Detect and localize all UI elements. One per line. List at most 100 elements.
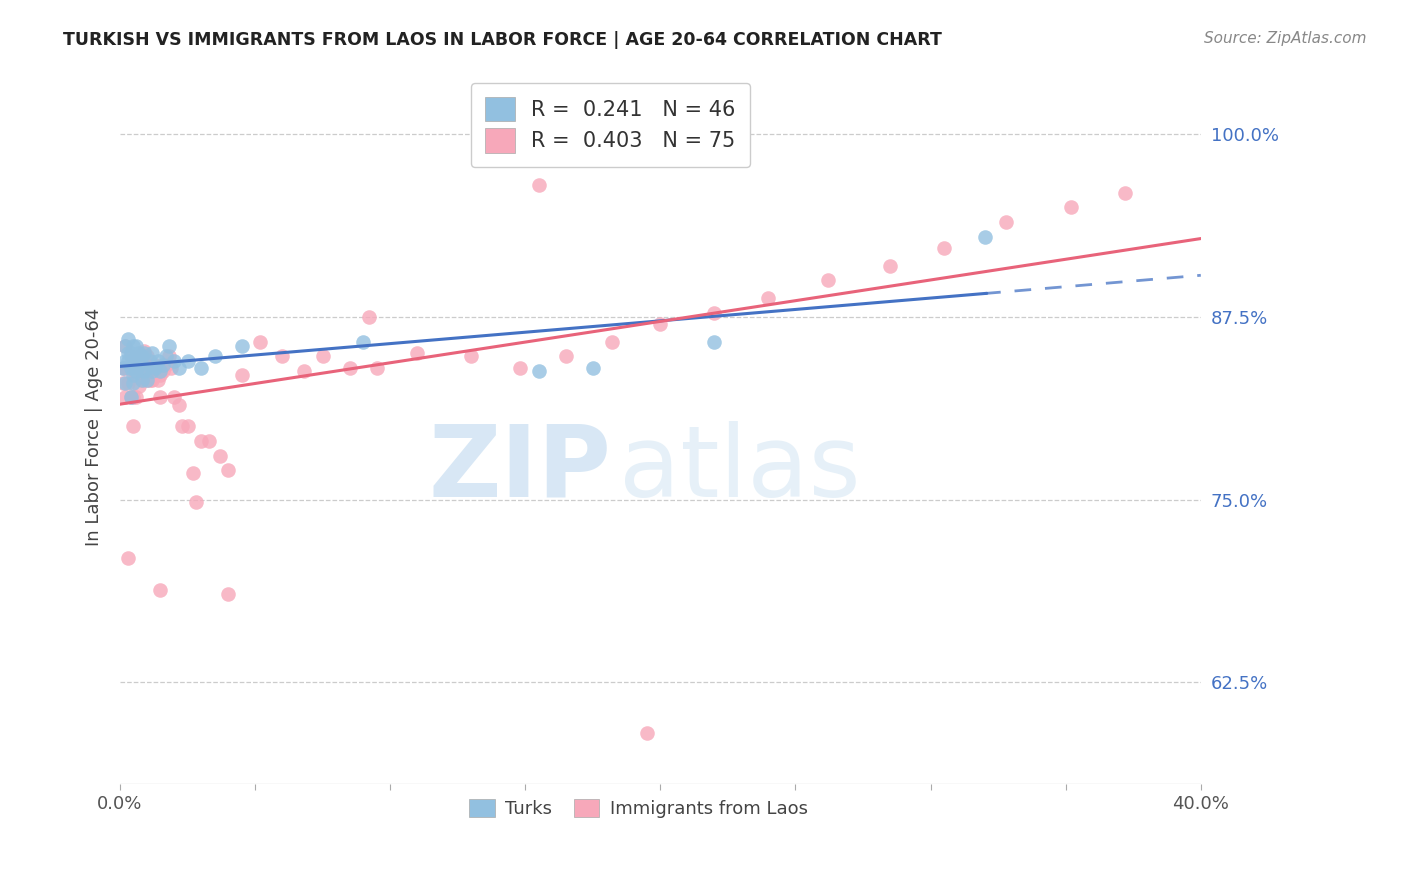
Point	[136, 373, 159, 387]
Point	[879, 259, 901, 273]
Point	[208, 449, 231, 463]
Point	[143, 368, 166, 383]
Point	[231, 339, 253, 353]
Point	[198, 434, 221, 448]
Point	[131, 373, 153, 387]
Point	[128, 378, 150, 392]
Text: Source: ZipAtlas.com: Source: ZipAtlas.com	[1204, 31, 1367, 46]
Point	[231, 368, 253, 383]
Point	[339, 361, 361, 376]
Point	[527, 364, 550, 378]
Point	[122, 339, 145, 353]
Point	[184, 495, 207, 509]
Point	[995, 215, 1018, 229]
Point	[114, 390, 136, 404]
Point	[352, 334, 374, 349]
Point	[155, 349, 177, 363]
Point	[169, 361, 191, 376]
Point	[271, 349, 294, 363]
Point	[311, 349, 333, 363]
Point	[149, 583, 172, 598]
Point	[163, 390, 186, 404]
Point	[120, 349, 142, 363]
Point	[111, 361, 134, 376]
Point	[122, 364, 145, 378]
Y-axis label: In Labor Force | Age 20-64: In Labor Force | Age 20-64	[86, 308, 103, 546]
Point	[554, 349, 576, 363]
Point	[152, 364, 174, 378]
Point	[932, 241, 955, 255]
Point	[125, 390, 148, 404]
Point	[181, 467, 204, 481]
Point	[149, 390, 172, 404]
Point	[163, 353, 186, 368]
Point	[117, 332, 139, 346]
Point	[111, 376, 134, 390]
Point	[136, 373, 159, 387]
Point	[176, 353, 198, 368]
Point	[217, 463, 239, 477]
Point	[141, 373, 163, 387]
Point	[120, 390, 142, 404]
Point	[146, 373, 169, 387]
Text: ZIP: ZIP	[429, 421, 612, 518]
Point	[125, 368, 148, 383]
Text: atlas: atlas	[619, 421, 860, 518]
Point	[114, 361, 136, 376]
Point	[125, 349, 148, 363]
Point	[143, 358, 166, 372]
Point	[141, 346, 163, 360]
Point	[169, 398, 191, 412]
Point	[122, 376, 145, 390]
Point	[703, 334, 725, 349]
Point	[136, 349, 159, 363]
Point	[125, 353, 148, 368]
Point	[138, 373, 160, 387]
Point	[292, 364, 315, 378]
Point	[125, 339, 148, 353]
Point	[1114, 186, 1136, 200]
Point	[600, 334, 623, 349]
Point	[357, 310, 380, 324]
Point	[406, 346, 429, 360]
Point	[120, 346, 142, 360]
Point	[131, 349, 153, 363]
Point	[117, 353, 139, 368]
Point	[114, 376, 136, 390]
Point	[117, 346, 139, 360]
Legend: Turks, Immigrants from Laos: Turks, Immigrants from Laos	[463, 792, 815, 825]
Point	[134, 364, 156, 378]
Point	[509, 361, 531, 376]
Point	[157, 349, 180, 363]
Text: TURKISH VS IMMIGRANTS FROM LAOS IN LABOR FORCE | AGE 20-64 CORRELATION CHART: TURKISH VS IMMIGRANTS FROM LAOS IN LABOR…	[63, 31, 942, 49]
Point	[155, 358, 177, 372]
Point	[128, 346, 150, 360]
Point	[973, 229, 995, 244]
Point	[172, 419, 194, 434]
Point	[527, 178, 550, 193]
Point	[120, 361, 142, 376]
Point	[114, 339, 136, 353]
Point	[122, 419, 145, 434]
Point	[141, 364, 163, 378]
Point	[157, 339, 180, 353]
Point	[128, 349, 150, 363]
Point	[111, 361, 134, 376]
Point	[125, 364, 148, 378]
Point	[114, 339, 136, 353]
Point	[122, 390, 145, 404]
Point	[176, 419, 198, 434]
Point	[125, 361, 148, 376]
Point	[204, 349, 226, 363]
Point	[366, 361, 388, 376]
Point	[122, 353, 145, 368]
Point	[817, 273, 839, 287]
Point	[136, 361, 159, 376]
Point	[128, 361, 150, 376]
Point	[217, 587, 239, 601]
Point	[149, 364, 172, 378]
Point	[120, 361, 142, 376]
Point	[190, 361, 212, 376]
Point	[703, 305, 725, 319]
Point	[138, 353, 160, 368]
